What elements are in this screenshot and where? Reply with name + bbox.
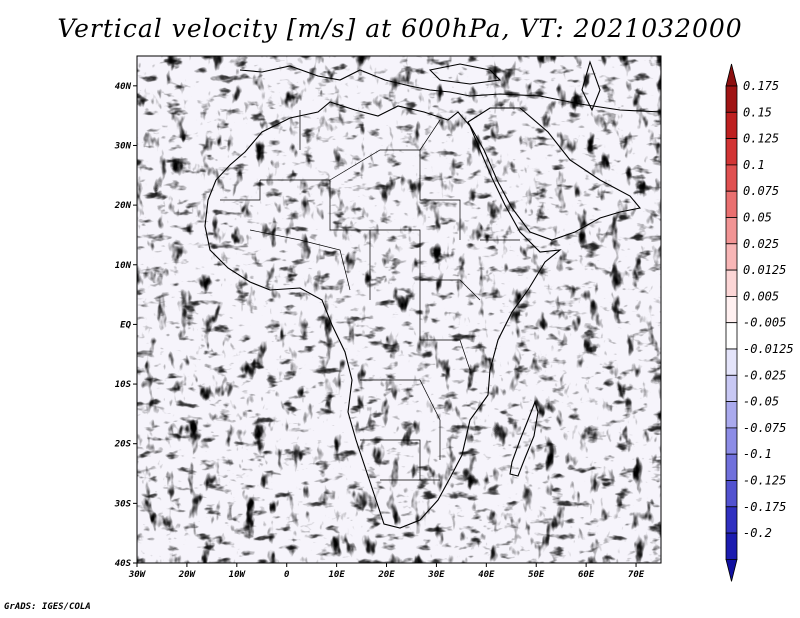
lon-tick-label: 10W	[229, 570, 247, 580]
colorbar-label: 0.1	[743, 158, 765, 172]
colorbar-label: -0.05	[743, 395, 779, 409]
lon-tick-label: 20E	[377, 570, 395, 580]
mediterranean-north-coast	[239, 65, 661, 113]
lat-tick-label: 10S	[115, 380, 132, 390]
colorbar-label: 0.05	[743, 211, 772, 225]
plot-frame	[136, 55, 662, 564]
colorbar-label: 0.025	[743, 237, 779, 251]
lat-tick-label: EQ	[120, 320, 131, 330]
colorbar-label: 0.175	[743, 79, 779, 93]
colorbar-swatch	[725, 427, 738, 455]
colorbar-bottom-arrow	[725, 559, 738, 582]
colorbar-label: -0.125	[743, 474, 786, 488]
arabia-coastline	[467, 107, 642, 241]
colorbar-swatch	[725, 453, 738, 481]
colorbar-label: -0.0125	[743, 342, 794, 356]
colorbar-label: -0.025	[743, 368, 786, 382]
colorbar-label: 0.075	[743, 184, 779, 198]
lat-tick-label: 20S	[114, 440, 132, 450]
colorbar-swatch	[725, 348, 738, 376]
lat-tick-label: 40S	[115, 559, 132, 569]
colorbar-label: -0.1	[743, 447, 772, 461]
latitude-axis: 40N 30N 20N 10N EQ 10S 20S 30S 40S	[114, 82, 137, 569]
colorbar-swatch	[725, 243, 738, 271]
longitude-axis: 30W 20W 10W 0 10E 20E 30E 40E 50E 60E 70E	[128, 563, 645, 580]
colorbar-label: -0.2	[743, 526, 772, 540]
lon-tick-label: 50E	[528, 570, 545, 580]
colorbar-label: -0.075	[743, 421, 786, 435]
country-borders	[220, 110, 520, 481]
lon-tick-label: 30W	[128, 570, 147, 580]
colorbar-swatch	[725, 295, 738, 324]
africa-coastline	[204, 101, 562, 529]
velocity-field	[137, 56, 661, 563]
lon-tick-label: 70E	[628, 570, 645, 580]
lon-tick-label: 30E	[427, 570, 445, 580]
colorbar-swatch	[725, 138, 738, 166]
colorbar-swatch	[725, 322, 738, 350]
colorbar-label: 0.0125	[743, 263, 786, 277]
colorbar-label: 0.15	[743, 105, 772, 119]
lat-tick-label: 40N	[115, 82, 132, 92]
colorbar-swatch	[725, 269, 738, 297]
colorbar-swatch	[725, 480, 738, 508]
colorbar-swatch	[725, 401, 738, 429]
lon-tick-label: 10E	[328, 570, 345, 580]
colorbar-swatch	[725, 506, 738, 534]
map-title: Vertical velocity [m/s] at 600hPa, VT: 2…	[57, 14, 743, 43]
madagascar-coastline	[509, 400, 539, 477]
colorbar-swatch	[725, 190, 738, 218]
colorbar-swatch	[725, 111, 738, 140]
colorbar-swatch	[725, 532, 738, 560]
lon-tick-label: 0	[284, 570, 290, 580]
colorbar-label: 0.125	[743, 132, 779, 146]
coastlines	[204, 60, 661, 529]
colorbar-label: 0.005	[743, 289, 779, 303]
lat-tick-label: 30N	[114, 141, 132, 151]
lat-tick-label: 30S	[114, 499, 132, 509]
colorbar-swatch	[725, 164, 738, 192]
lat-tick-label: 10N	[115, 261, 132, 271]
colorbar-label: -0.175	[743, 500, 786, 514]
colorbar: 0.175 0.15 0.125 0.1 0.075 0.05 0.025 0.0125 0.0…	[725, 63, 794, 582]
colorbar-top-arrow	[725, 63, 738, 87]
lon-tick-label: 20W	[178, 570, 197, 580]
colorbar-swatch	[725, 217, 738, 245]
lon-tick-label: 40E	[478, 570, 495, 580]
colorbar-swatch	[725, 85, 738, 113]
colorbar-swatch	[725, 374, 738, 402]
caspian-black-sea	[428, 60, 601, 112]
lon-tick-label: 60E	[578, 570, 595, 580]
colorbar-label: -0.005	[743, 316, 786, 330]
lat-tick-label: 20N	[114, 201, 132, 211]
grads-footer: GrADS: IGES/COLA	[4, 602, 91, 612]
